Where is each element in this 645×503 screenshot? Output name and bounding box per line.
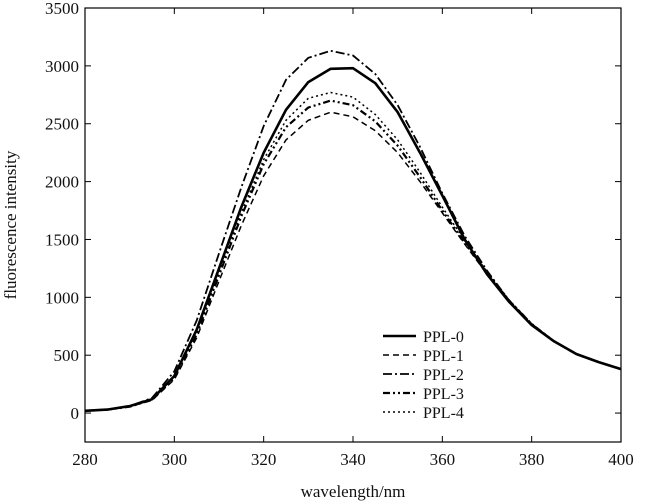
ticks: 280 300 320 340 360 380 400 0 500 1000 1500 2000 250… [45, 0, 634, 469]
x-tick-label: 400 [608, 450, 634, 469]
legend-label-ppl-3: PPL-3 [423, 386, 464, 403]
y-tick-label: 2500 [45, 115, 79, 134]
plot-frame [84, 7, 622, 443]
legend-label-ppl-0: PPL-0 [423, 329, 464, 346]
x-tick-label: 360 [430, 450, 456, 469]
x-tick-label: 340 [340, 450, 366, 469]
y-tick-label: 0 [71, 404, 80, 423]
y-tick-label: 3500 [45, 0, 79, 18]
series-line-ppl-4 [84, 91, 622, 412]
y-tick-label: 1000 [45, 288, 79, 307]
x-tick-label: 380 [519, 450, 545, 469]
y-axis-title: fluorescence intensity [1, 150, 20, 299]
series-line-ppl-3 [84, 99, 622, 412]
x-axis-title: wavelength/nm [301, 482, 406, 501]
y-tick-label: 2000 [45, 173, 79, 192]
y-tick-label: 3000 [45, 57, 79, 76]
series-line-ppl-1 [84, 111, 622, 412]
series-line-ppl-2 [84, 49, 622, 412]
y-tick-label: 500 [54, 346, 80, 365]
y-tick-label: 1500 [45, 230, 79, 249]
x-tick-label: 280 [72, 450, 98, 469]
legend-label-ppl-2: PPL-2 [423, 367, 464, 384]
legend: PPL-0 PPL-1 PPL-2 PPL-3 PPL-4 [383, 329, 464, 422]
legend-label-ppl-1: PPL-1 [423, 348, 464, 365]
x-tick-label: 320 [251, 450, 277, 469]
x-tick-label: 300 [162, 450, 188, 469]
legend-label-ppl-4: PPL-4 [423, 405, 464, 422]
series-line-ppl-0 [84, 66, 622, 413]
series-lines [84, 49, 622, 413]
